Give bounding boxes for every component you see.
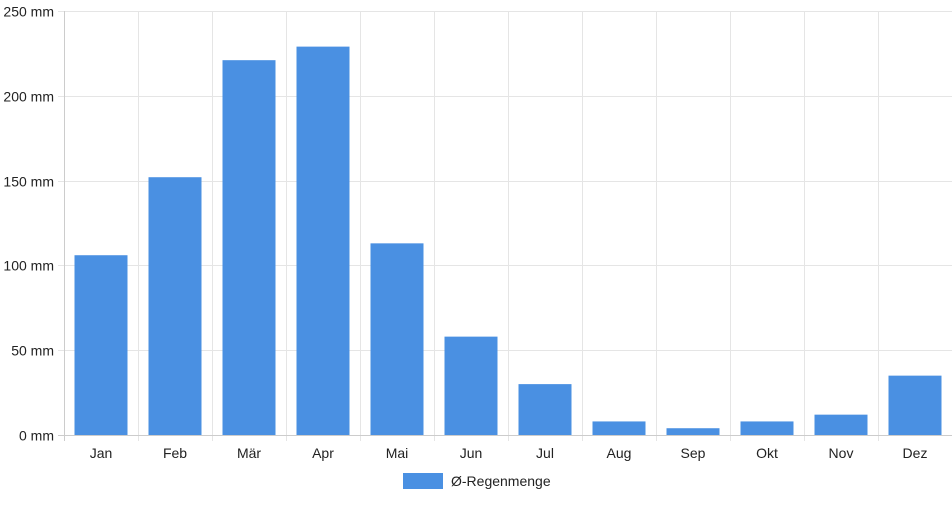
x-tick-label: Dez — [903, 445, 928, 461]
x-tick-label: Nov — [829, 445, 854, 461]
x-axis-ticks: Jan Feb Mär Apr Mai Jun Jul Aug Sep Okt Nov Dez — [90, 445, 928, 461]
x-tick-label: Okt — [756, 445, 778, 461]
x-tick-label: Jan — [90, 445, 113, 461]
bar-mär — [222, 60, 276, 436]
grid — [58, 11, 952, 441]
bar-mai — [370, 243, 424, 435]
y-tick-label: 200 mm — [3, 89, 54, 105]
bar-jun — [444, 336, 498, 435]
legend-swatch — [403, 473, 443, 489]
x-tick-label: Apr — [312, 445, 334, 461]
x-tick-label: Sep — [681, 445, 706, 461]
y-tick-label: 150 mm — [3, 174, 54, 190]
y-axis-ticks: 0 mm 50 mm 100 mm 150 mm 200 mm 250 mm — [3, 4, 54, 444]
y-tick-label: 50 mm — [11, 343, 54, 359]
bar-sep — [666, 428, 720, 435]
legend[interactable]: Ø-Regenmenge — [403, 473, 551, 489]
y-tick-label: 0 mm — [19, 428, 54, 444]
bars — [74, 46, 942, 436]
bar-apr — [296, 46, 350, 436]
bar-nov — [814, 414, 868, 435]
x-tick-label: Mai — [386, 445, 409, 461]
x-tick-label: Mär — [237, 445, 261, 461]
y-tick-label: 250 mm — [3, 4, 54, 20]
x-tick-label: Jun — [460, 445, 483, 461]
x-tick-label: Jul — [536, 445, 554, 461]
legend-label: Ø-Regenmenge — [451, 473, 551, 489]
bar-feb — [148, 177, 202, 435]
bar-okt — [740, 421, 794, 435]
y-tick-label: 100 mm — [3, 258, 54, 274]
bar-jul — [518, 384, 572, 435]
x-tick-label: Feb — [163, 445, 187, 461]
bar-jan — [74, 255, 128, 435]
bar-dez — [888, 375, 942, 435]
x-tick-label: Aug — [607, 445, 632, 461]
bar-aug — [592, 421, 646, 435]
